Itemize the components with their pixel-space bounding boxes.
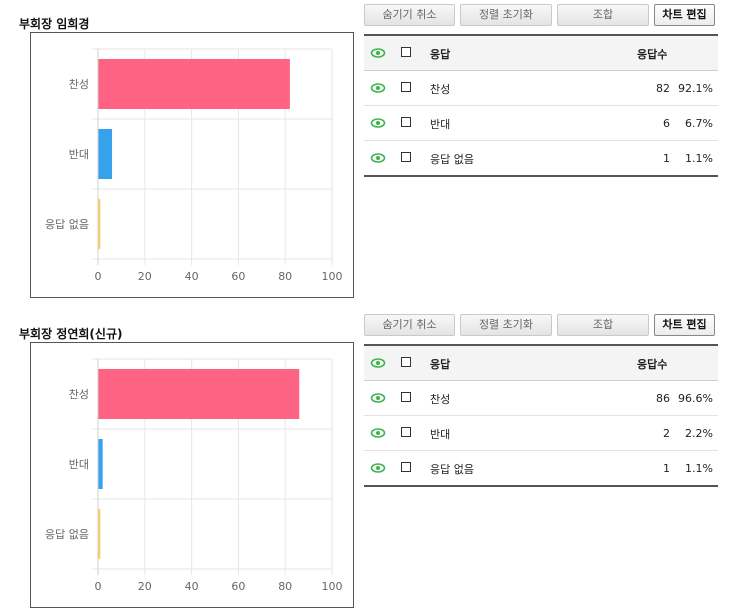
row-checkbox[interactable] (401, 462, 411, 472)
chart-edit-button[interactable]: 차트 편집 (654, 4, 715, 26)
category-label: 반대 (69, 148, 89, 161)
eye-icon[interactable] (370, 392, 386, 404)
row-checkbox[interactable] (401, 392, 411, 402)
row-count: 82 (656, 82, 670, 95)
row-label: 찬성 (430, 83, 451, 96)
row-percent: 2.2% (685, 427, 713, 440)
bar-1 (98, 369, 300, 419)
x-tick-label: 60 (231, 580, 245, 593)
eye-icon[interactable] (370, 462, 386, 474)
row-percent: 1.1% (685, 462, 713, 475)
eye-icon[interactable] (370, 357, 386, 369)
category-label: 응답 없음 (45, 528, 89, 541)
table-row: 응답 없음 1 1.1% (364, 141, 718, 175)
category-label: 응답 없음 (45, 218, 89, 231)
poll-section-1: 부회장 임희경 0 20 40 60 80 100 찬성 반대 응답 없음 숨기기 취소 정렬 … (0, 0, 743, 300)
x-tick-label: 100 (322, 270, 343, 283)
x-tick-label: 80 (278, 270, 292, 283)
row-count: 86 (656, 392, 670, 405)
eye-icon[interactable] (370, 427, 386, 439)
table-row: 반대 6 6.7% (364, 106, 718, 141)
header-response[interactable]: 응답 (430, 48, 451, 61)
bar-1 (98, 59, 290, 109)
table-row: 응답 없음 1 1.1% (364, 451, 718, 485)
sort-reset-button[interactable]: 정렬 초기화 (460, 4, 552, 26)
row-checkbox[interactable] (401, 152, 411, 162)
x-tick-label: 40 (185, 580, 199, 593)
response-table: 응답 응답수 찬성 82 92.1% 반대 6 6.7% 응답 없음 1 1.1… (364, 34, 718, 177)
chart-edit-button[interactable]: 차트 편집 (654, 314, 715, 336)
x-tick-label: 0 (95, 580, 102, 593)
poll-section-2: 부회장 정연희(신규) 0 20 40 60 80 100 찬성 반대 응답 없음 숨기기 취소… (0, 310, 743, 610)
eye-icon[interactable] (370, 82, 386, 94)
row-count: 6 (663, 117, 670, 130)
section-title: 부회장 정연희(신규) (19, 327, 123, 341)
table-row: 찬성 82 92.1% (364, 71, 718, 106)
x-tick-label: 20 (138, 270, 152, 283)
x-tick-label: 60 (231, 270, 245, 283)
row-count: 1 (663, 152, 670, 165)
x-tick-label: 40 (185, 270, 199, 283)
bar-3 (98, 509, 101, 559)
table-header-row: 응답 응답수 (364, 346, 718, 381)
table-row: 찬성 86 96.6% (364, 381, 718, 416)
eye-icon[interactable] (370, 117, 386, 129)
category-label: 찬성 (69, 77, 89, 91)
row-label: 반대 (430, 118, 451, 131)
table-header-row: 응답 응답수 (364, 36, 718, 71)
eye-icon[interactable] (370, 152, 386, 164)
header-count[interactable]: 응답수 (637, 358, 668, 371)
header-response[interactable]: 응답 (430, 358, 451, 371)
combine-button[interactable]: 조합 (557, 4, 649, 26)
row-count: 2 (663, 427, 670, 440)
select-all-checkbox[interactable] (401, 47, 411, 57)
combine-button[interactable]: 조합 (557, 314, 649, 336)
row-label: 응답 없음 (430, 153, 474, 166)
row-label: 반대 (430, 428, 451, 441)
response-table: 응답 응답수 찬성 86 96.6% 반대 2 2.2% 응답 없음 1 1.1… (364, 344, 718, 487)
row-label: 찬성 (430, 393, 451, 406)
x-tick-label: 0 (95, 270, 102, 283)
category-label: 반대 (69, 458, 89, 471)
hide-cancel-button[interactable]: 숨기기 취소 (364, 314, 455, 336)
bar-2 (98, 439, 103, 489)
section-title: 부회장 임희경 (19, 17, 90, 31)
bar-3 (98, 199, 101, 249)
hide-cancel-button[interactable]: 숨기기 취소 (364, 4, 455, 26)
row-percent: 6.7% (685, 117, 713, 130)
table-row: 반대 2 2.2% (364, 416, 718, 451)
eye-icon[interactable] (370, 47, 386, 59)
row-percent: 1.1% (685, 152, 713, 165)
row-label: 응답 없음 (430, 463, 474, 476)
x-tick-label: 20 (138, 580, 152, 593)
row-percent: 96.6% (678, 392, 713, 405)
row-checkbox[interactable] (401, 82, 411, 92)
row-percent: 92.1% (678, 82, 713, 95)
row-checkbox[interactable] (401, 117, 411, 127)
row-checkbox[interactable] (401, 427, 411, 437)
x-tick-label: 80 (278, 580, 292, 593)
category-label: 찬성 (69, 387, 89, 401)
sort-reset-button[interactable]: 정렬 초기화 (460, 314, 552, 336)
row-count: 1 (663, 462, 670, 475)
bar-2 (98, 129, 113, 179)
select-all-checkbox[interactable] (401, 357, 411, 367)
header-count[interactable]: 응답수 (637, 48, 668, 61)
x-tick-label: 100 (322, 580, 343, 593)
